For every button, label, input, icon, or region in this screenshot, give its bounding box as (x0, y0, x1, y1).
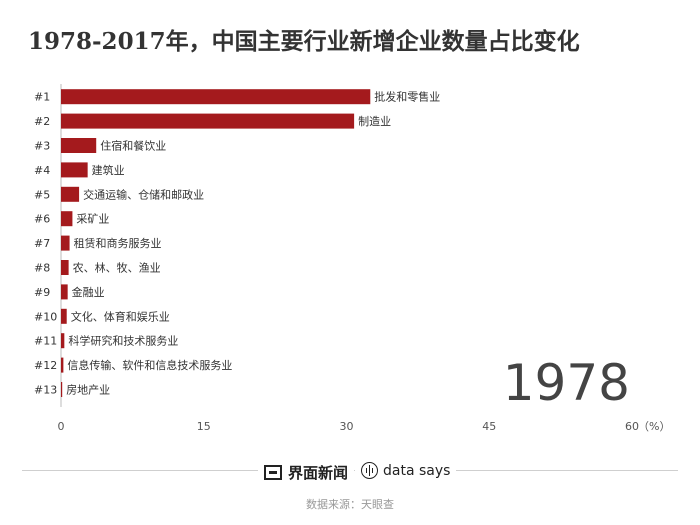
year-label: 1978 (503, 354, 630, 412)
category-label: 建筑业 (92, 163, 125, 177)
bar (61, 308, 67, 324)
rank-label: #12 (34, 359, 57, 372)
rank-label: #13 (34, 384, 57, 397)
bar (61, 89, 371, 105)
category-label: 交通运输、仓储和邮政业 (83, 187, 204, 201)
category-label: 采矿业 (76, 213, 109, 226)
jiemian-logo: 界面新闻 (258, 462, 355, 483)
x-unit-label: （%） (638, 420, 670, 433)
bar (61, 113, 355, 129)
rank-label: #3 (34, 140, 50, 153)
jiemian-brand-text: 界面新闻 (288, 464, 349, 482)
x-tick-label: 15 (197, 420, 211, 433)
rank-label: #2 (34, 115, 50, 128)
x-tick-label: 0 (58, 420, 65, 433)
category-label: 金融业 (72, 285, 105, 299)
rank-label: #6 (34, 213, 50, 226)
category-label: 房地产业 (66, 383, 110, 397)
chart-title: 1978-2017年，中国主要行业新增企业数量占比变化 (28, 28, 580, 55)
data-source-note: 数据来源：天眼查 (306, 498, 394, 511)
category-label: 批发和零售业 (374, 90, 440, 104)
datasays-brand-text: data says (383, 462, 451, 479)
bar (61, 333, 65, 349)
bar (61, 138, 97, 153)
bar (61, 162, 88, 178)
jiemian-logo-icon (264, 465, 282, 480)
x-tick-label: 30 (340, 420, 354, 433)
rank-label: #11 (34, 335, 57, 348)
bar (61, 211, 73, 227)
x-tick-label: 60 (625, 420, 639, 433)
rank-label: #5 (34, 188, 50, 201)
rank-label: #7 (34, 237, 50, 250)
category-label: 租赁和商务服务业 (74, 236, 162, 250)
category-label: 文化、体育和娱乐业 (71, 309, 170, 323)
category-label: 农、林、牧、渔业 (73, 261, 161, 275)
rank-label: #9 (34, 286, 50, 299)
bar (61, 186, 80, 202)
x-tick-label: 45 (482, 420, 496, 433)
category-label: 科学研究和技术服务业 (68, 334, 178, 348)
category-label: 信息传输、软件和信息技术服务业 (67, 358, 232, 372)
bar (61, 284, 68, 300)
category-label: 住宿和餐饮业 (100, 139, 166, 153)
datasays-logo: data says (355, 462, 457, 479)
category-label: 制造业 (358, 114, 391, 128)
bar (61, 260, 69, 275)
datasays-logo-icon (361, 462, 378, 479)
bar (61, 235, 70, 251)
rank-label: #8 (34, 262, 50, 275)
bar (61, 382, 63, 397)
bar (61, 357, 64, 373)
rank-label: #4 (34, 164, 50, 177)
rank-label: #10 (34, 310, 57, 323)
rank-label: #1 (34, 91, 50, 104)
